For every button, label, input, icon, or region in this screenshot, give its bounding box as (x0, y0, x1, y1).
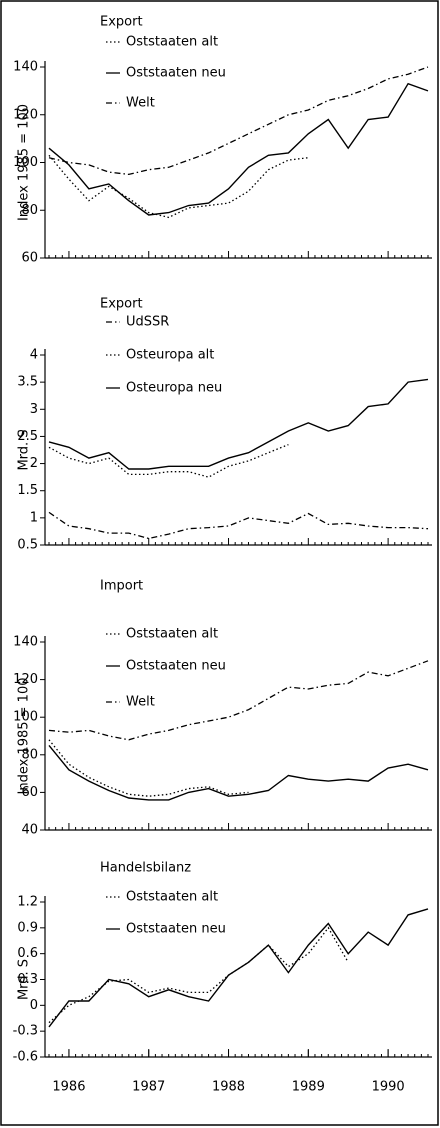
y-tick-label: 0.5 (17, 538, 38, 553)
series-line (48, 926, 349, 1024)
y-tick-label: 60 (21, 785, 38, 800)
series-line (48, 511, 429, 540)
series-line (48, 82, 429, 216)
chart-title: Import (100, 579, 143, 594)
y-tick-label: 2.5 (17, 429, 38, 444)
series-line (48, 66, 429, 176)
y-tick-label: 140 (13, 60, 38, 75)
y-axis-label: Index 1985 = 100 (17, 678, 32, 795)
series-line (48, 443, 289, 478)
series-line (48, 908, 429, 1028)
legend-label: Osteuropa neu (126, 381, 222, 396)
y-axis-label: Mrd. S (17, 959, 32, 1000)
legend-label: Welt (126, 695, 155, 710)
y-tick-label: -0.3 (13, 1024, 38, 1039)
legend-label: Welt (126, 96, 155, 111)
legend-label: Oststaaten neu (126, 66, 226, 81)
y-tick-label: 140 (13, 635, 38, 650)
y-tick-label: 80 (21, 747, 38, 762)
y-tick-label: 40 (21, 823, 38, 838)
y-tick-label: 100 (13, 710, 38, 725)
y-tick-label: 60 (21, 251, 38, 266)
chart-title: Export (100, 297, 143, 312)
y-tick-label: 3.5 (17, 375, 38, 390)
legend-label: UdSSR (126, 315, 169, 330)
y-tick-label: 3 (30, 402, 38, 417)
chart-title: Handelsbilanz (100, 861, 191, 876)
series-line (48, 378, 429, 470)
chart-title: Export (100, 15, 143, 30)
legend-label: Oststaaten alt (126, 890, 218, 905)
x-tick-label: 1989 (292, 1080, 325, 1095)
x-tick-label: 1988 (212, 1080, 245, 1095)
y-tick-label: 80 (21, 203, 38, 218)
x-tick-label: 1986 (52, 1080, 85, 1095)
y-tick-label: 0.9 (17, 920, 38, 935)
y-tick-label: 120 (13, 107, 38, 122)
y-tick-label: 4 (30, 348, 38, 363)
y-tick-label: 1.2 (17, 895, 38, 910)
legend-label: Osteuropa alt (126, 348, 214, 363)
y-tick-label: 0 (30, 998, 38, 1013)
x-tick-label: 1990 (372, 1080, 405, 1095)
y-tick-label: 120 (13, 672, 38, 687)
y-tick-label: -0.6 (13, 1050, 38, 1065)
y-tick-label: 1 (30, 510, 38, 525)
legend-label: Oststaaten neu (126, 659, 226, 674)
y-tick-label: 0.3 (17, 972, 38, 987)
y-tick-label: 1.5 (17, 483, 38, 498)
legend-label: Oststaaten alt (126, 627, 218, 642)
y-axis-label: Index 1985 = 100 (17, 104, 32, 221)
y-tick-label: 0.6 (17, 946, 38, 961)
series-line (48, 660, 429, 741)
x-tick-label: 1987 (132, 1080, 165, 1095)
series-line (48, 744, 429, 801)
legend-label: Oststaaten alt (126, 35, 218, 50)
y-axis-label: Mrd. S (17, 429, 32, 470)
series-line (48, 154, 309, 219)
y-tick-label: 100 (13, 155, 38, 170)
series-line (48, 739, 249, 797)
y-tick-label: 2 (30, 456, 38, 471)
legend-label: Oststaaten neu (126, 922, 226, 937)
